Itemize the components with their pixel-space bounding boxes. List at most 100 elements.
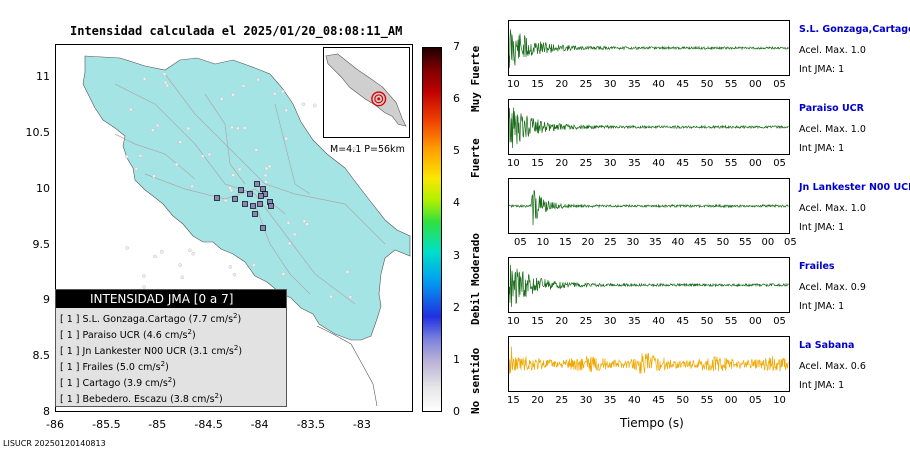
legend-close: ) [191, 330, 196, 342]
intensity-station [252, 211, 258, 217]
station-dot [252, 263, 256, 267]
time-tick: 55 [724, 158, 738, 169]
time-tick: 50 [716, 237, 730, 248]
epicenter-inset [323, 47, 410, 138]
station-dot [352, 146, 357, 151]
legend-header: INTENSIDAD JMA [0 a 7] [56, 290, 286, 308]
time-tick: 45 [694, 237, 707, 248]
station-acel: Acel. Max. 1.0 [799, 124, 866, 135]
station-name: La Sabana [799, 340, 855, 351]
time-tick: 00 [749, 158, 762, 169]
station-dot [160, 249, 164, 254]
map-y-tick: 9.5 [32, 237, 51, 251]
time-tick: 00 [761, 237, 775, 248]
station-dot [305, 222, 309, 226]
time-tick: 15 [507, 395, 520, 406]
legend-close: ) [238, 346, 243, 358]
map-x-tick: -83.5 [296, 418, 326, 431]
station-dot [281, 272, 286, 276]
station-dot [186, 126, 191, 131]
time-axis-label: Tiempo (s) [620, 416, 684, 430]
station-dot [237, 167, 242, 172]
station-dot [152, 174, 156, 178]
time-tick: 40 [652, 158, 665, 169]
station-dot [284, 108, 289, 113]
time-tick: 45 [676, 79, 690, 90]
time-tick: 30 [603, 158, 617, 169]
station-dot [124, 154, 129, 159]
legend-unit-exp: 2 [167, 376, 173, 384]
legend-station: Frailes [82, 362, 117, 374]
time-tick: 15 [559, 237, 572, 248]
station-dot [272, 92, 277, 96]
time-tick: 25 [579, 158, 593, 169]
station-dot [301, 102, 306, 107]
colorbar-tick: 7 [453, 40, 460, 53]
station-dot [228, 186, 232, 190]
map-x-tick: -85 [148, 418, 167, 431]
time-tick: 55 [700, 395, 714, 406]
legend-row: [ 1 ] Paraiso UCR (4.6 cm/s2) [56, 324, 286, 342]
legend-value: (3.8 cm/s [170, 394, 215, 406]
time-tick: 00 [724, 395, 738, 406]
seismogram-panel [508, 257, 790, 313]
time-tick: 45 [652, 395, 665, 406]
time-tick: 05 [514, 237, 527, 248]
time-tick: 05 [749, 395, 762, 406]
epicenter-marker [371, 91, 387, 107]
colorbar-tick: 3 [453, 248, 460, 262]
intensity-station [258, 193, 264, 199]
station-dot [207, 152, 212, 157]
legend-station: Cartago [82, 378, 124, 390]
legend-row: [ 1 ] Bebedero. Escazu (3.8 cm/s2) [56, 388, 286, 406]
colorbar-category: Moderado [469, 233, 482, 286]
legend-row: [ 1 ] Frailes (5.0 cm/s2) [56, 356, 286, 374]
intensity-station [247, 191, 253, 197]
intensity-station [242, 201, 248, 207]
station-dot [267, 164, 272, 169]
legend-unit-exp: 2 [214, 392, 219, 400]
seismogram-panel [508, 20, 790, 76]
time-tick: 05 [773, 316, 786, 327]
time-tick: 10 [507, 158, 520, 169]
station-dot [284, 136, 289, 141]
map-x-tick: -84 [250, 418, 269, 431]
station-acel: Acel. Max. 1.0 [799, 45, 866, 56]
time-tick: 35 [628, 79, 641, 90]
map-y-tick: 8 [43, 405, 50, 418]
station-dot [256, 77, 260, 82]
intensity-station [257, 201, 263, 207]
station-dot [263, 173, 268, 178]
legend-station: Bebedero. Escazu [82, 394, 171, 406]
station-dot [142, 274, 146, 278]
map-y-tick: 8.5 [32, 349, 51, 363]
station-dot [230, 125, 234, 130]
legend-unit-exp: 2 [233, 344, 239, 352]
station-dot [162, 72, 167, 77]
station-dot [345, 270, 350, 274]
station-dot [153, 254, 157, 259]
legend-jma: [ 1 ] [60, 378, 83, 390]
time-tick: 10 [773, 395, 786, 406]
colorbar-tick: 5 [453, 144, 460, 158]
legend-value: (4.6 cm/s [143, 330, 188, 342]
station-dot [178, 263, 182, 267]
map-y-tick: 11 [36, 70, 50, 84]
time-tick: 40 [652, 79, 665, 90]
intensity-station [260, 225, 266, 231]
legend-station: S.L. Gonzaga.Cartago [82, 314, 189, 326]
legend-close: ) [219, 394, 223, 406]
time-tick: 10 [507, 79, 520, 90]
time-tick: 00 [749, 316, 762, 327]
intensity-colorbar [422, 47, 442, 412]
station-dot [228, 265, 233, 269]
legend-jma: [ 1 ] [60, 394, 83, 406]
station-dot [242, 126, 247, 130]
seismogram-trace [508, 190, 789, 226]
time-tick: 35 [649, 237, 662, 248]
legend-station: Paraiso UCR [82, 330, 144, 342]
station-dot [142, 285, 146, 289]
station-dot [191, 251, 196, 256]
intensity-station [268, 203, 274, 209]
station-dot [312, 103, 317, 108]
